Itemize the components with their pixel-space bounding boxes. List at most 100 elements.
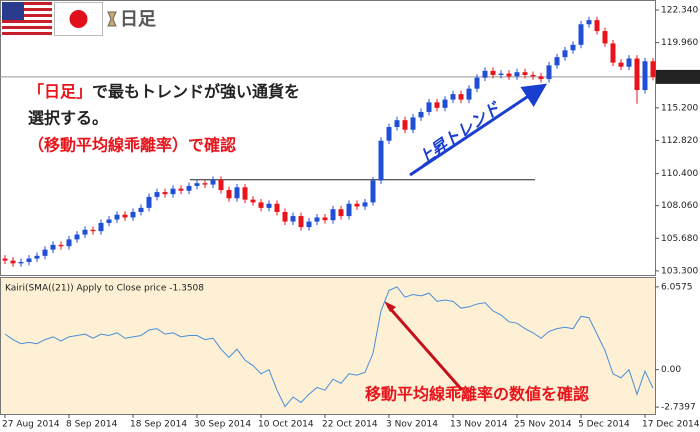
candle-body: [298, 216, 304, 228]
main-frame: [0, 0, 656, 276]
candle-body: [578, 24, 584, 45]
candle-body: [234, 187, 240, 199]
candle-body: [602, 31, 608, 44]
candle-body: [154, 192, 160, 197]
note-part: で最もトレンドが強い通貨を: [92, 82, 300, 101]
y-tick-label: 110.400: [661, 169, 698, 179]
candle-body: [34, 255, 40, 259]
y-tick-label: -2.7397: [661, 403, 696, 413]
candle-body: [642, 61, 648, 91]
y-tick-label: 119.960: [661, 38, 698, 48]
candle-body: [138, 207, 144, 212]
candle-body: [586, 20, 592, 25]
hourglass-icon: [107, 11, 117, 27]
candle-body: [18, 261, 24, 264]
candle-body: [482, 70, 488, 78]
x-tick-label: 5 Dec 2014: [578, 420, 630, 430]
candle-body: [82, 229, 88, 235]
last-price-label: 117.457: [661, 72, 698, 82]
y-tick-label: 6.0575: [661, 282, 693, 292]
indicator-note: 移動平均線乖離率の数値を確認: [365, 385, 589, 404]
candle-body: [114, 214, 120, 220]
candle-body: [538, 76, 544, 80]
candle-body: [122, 214, 128, 218]
x-tick-label: 27 Aug 2014: [2, 420, 60, 430]
candle-body: [98, 222, 104, 232]
us-flag: [2, 2, 52, 36]
candle-body: [50, 244, 56, 250]
candle-body: [338, 209, 344, 217]
x-tick-label: 18 Sep 2014: [130, 420, 187, 430]
japan-flag: [54, 2, 103, 36]
candle-body: [66, 239, 72, 247]
candle-body: [274, 203, 280, 212]
note-part: 「日足」: [28, 82, 92, 101]
candle-body: [146, 196, 152, 208]
candle-body: [210, 179, 216, 185]
x-tick-label: 3 Nov 2014: [386, 420, 438, 430]
candle-body: [530, 74, 536, 77]
candle-body: [570, 44, 576, 51]
y-tick-label: 115.200: [661, 103, 698, 113]
candle-body: [362, 202, 368, 207]
candle-body: [330, 209, 336, 221]
candle-body: [106, 219, 112, 223]
candle-body: [522, 72, 528, 75]
candle-body: [386, 127, 392, 141]
candle-body: [450, 94, 456, 100]
candle-body: [258, 202, 264, 208]
candle-body: [354, 203, 360, 207]
y-tick-label: 0.00: [661, 365, 681, 375]
candle-body: [418, 111, 424, 118]
candle-body: [314, 217, 320, 222]
candle-body: [2, 258, 8, 261]
candle-body: [266, 203, 272, 208]
candle-body: [370, 180, 376, 203]
candle-body: [58, 244, 64, 247]
candle-body: [402, 120, 408, 130]
x-tick-label: 8 Sep 2014: [66, 420, 118, 430]
candle-body: [322, 217, 328, 221]
x-tick-label: 25 Nov 2014: [514, 420, 572, 430]
y-tick-label: 112.820: [661, 136, 698, 146]
candle-body: [498, 73, 504, 75]
x-tick-label: 17 Dec 2014: [642, 420, 700, 430]
candle-body: [626, 58, 632, 67]
indicator-line: [4, 286, 654, 408]
candle-body: [202, 183, 208, 185]
candle-body: [514, 72, 520, 77]
indicator-arrow: [386, 305, 464, 391]
candle-body: [466, 88, 472, 100]
candle-body: [306, 221, 312, 228]
candle-body: [394, 120, 400, 128]
sub-frame: [0, 277, 656, 415]
candle-body: [442, 99, 448, 108]
candle-body: [378, 140, 384, 181]
candle-body: [130, 211, 136, 218]
candle-body: [194, 183, 200, 186]
y-tick-label: 105.680: [661, 234, 698, 244]
note-line: 「日足」で最もトレンドが強い通貨を: [28, 82, 300, 101]
candle-body: [282, 211, 288, 222]
candle-body: [434, 102, 440, 108]
candle-body: [490, 70, 496, 75]
indicator-panel: [1, 278, 655, 414]
candle-body: [290, 216, 296, 222]
candle-body: [650, 61, 656, 77]
trend-arrow: [409, 83, 547, 177]
candle-body: [242, 187, 248, 200]
x-tick-label: 10 Oct 2014: [258, 420, 314, 430]
candle-body: [170, 188, 176, 195]
candle-body: [74, 234, 80, 240]
candle-body: [186, 185, 192, 191]
candle-body: [178, 188, 184, 191]
arrowhead: [384, 301, 396, 312]
candle-body: [562, 50, 568, 58]
candle-body: [410, 117, 416, 130]
candle-body: [634, 58, 640, 91]
price-box: [656, 69, 700, 84]
x-tick-label: 13 Nov 2014: [450, 420, 508, 430]
candle-body: [250, 199, 256, 203]
candle-body: [226, 190, 232, 199]
note-line: 選択する。: [28, 109, 108, 128]
